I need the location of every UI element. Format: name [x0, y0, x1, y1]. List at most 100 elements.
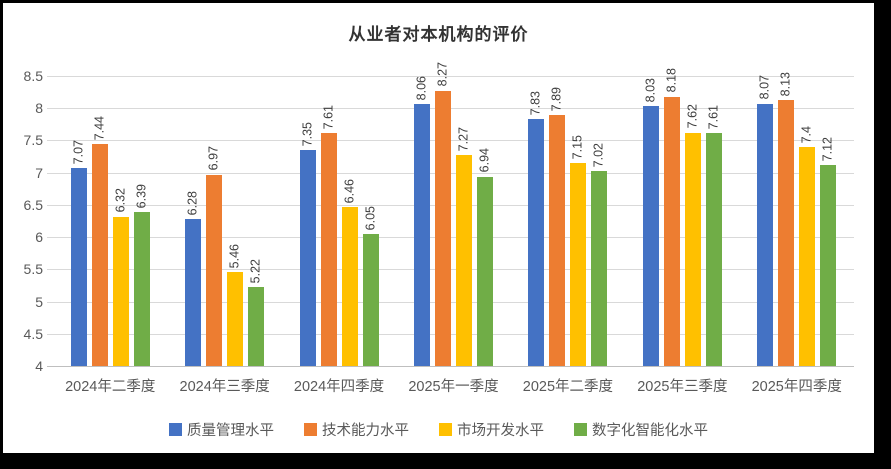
- y-tick-label: 5.5: [23, 261, 43, 278]
- bar-value-label: 6.46: [342, 179, 357, 204]
- bar: 7.83: [528, 91, 545, 366]
- category-group: 8.06 8.27 7.27 6.94: [396, 62, 510, 366]
- y-tick-label: 7.5: [23, 132, 43, 149]
- bar-value-label: 6.28: [185, 190, 200, 216]
- bar-value-label: 6.05: [363, 205, 378, 230]
- bar: 6.94: [476, 148, 493, 366]
- bar-value-label: 7.07: [71, 139, 86, 165]
- bar-value-label: 5.46: [227, 243, 242, 268]
- x-axis-label: 2025年一季度: [408, 379, 499, 395]
- x-axis-label: 2025年三季度: [637, 379, 728, 395]
- bar: 7.61: [320, 105, 337, 366]
- legend-item: 技术能力水平: [304, 419, 409, 440]
- y-tick-label: 6.5: [23, 196, 43, 213]
- bars-layer: 7.07 7.44 6.32 6.39 6.28 6.97 5.46 5.22 7.35 7.61…: [53, 62, 854, 366]
- bar-value-label: 7.02: [591, 143, 606, 168]
- bar-value-label: 7.35: [300, 121, 315, 147]
- bar: 6.46: [341, 179, 358, 366]
- y-tick-label: 8: [35, 100, 43, 117]
- bar: 8.07: [757, 75, 774, 366]
- y-tick-label: 6: [35, 229, 43, 246]
- y-axis: 8.5 8 7.5 7 6.5 6 5.5 5 4.5 4: [3, 68, 43, 374]
- bar: 6.97: [206, 146, 223, 366]
- bar-value-label: 7.27: [456, 126, 471, 152]
- legend-swatch-icon: [574, 423, 587, 436]
- x-axis-label: 2025年二季度: [522, 379, 614, 395]
- bar-value-label: 7.4: [799, 125, 814, 143]
- legend-label: 质量管理水平: [187, 423, 274, 439]
- bar: 7.89: [549, 87, 566, 366]
- bar-value-label: 6.97: [206, 146, 221, 171]
- chart-title: 从业者对本机构的评价: [348, 25, 529, 44]
- y-tick-label: 4.5: [23, 325, 43, 342]
- legend-swatch-icon: [304, 423, 317, 436]
- bar: 6.32: [112, 188, 129, 366]
- bar-value-label: 7.44: [92, 115, 107, 141]
- bar-value-label: 8.27: [435, 62, 450, 87]
- bar: 7.62: [684, 104, 701, 366]
- bar: 8.18: [663, 68, 680, 366]
- x-axis-label: 2025年四季度: [751, 379, 842, 395]
- bar: 7.35: [299, 122, 316, 366]
- bar-value-label: 8.06: [414, 76, 429, 101]
- bar: 7.44: [91, 116, 108, 366]
- legend-swatch-icon: [169, 423, 182, 436]
- bar-value-label: 6.39: [134, 183, 149, 208]
- legend-label: 数字化智能化水平: [592, 423, 708, 439]
- bar: 6.28: [185, 191, 202, 366]
- y-tick-label: 5: [35, 293, 43, 310]
- bar: 7.12: [820, 137, 837, 366]
- x-axis-label: 2024年二季度: [65, 379, 156, 395]
- y-tick-label: 8.5: [23, 68, 43, 84]
- bar: 7.02: [591, 143, 608, 366]
- bar-value-label: 8.18: [664, 68, 679, 93]
- bar-value-label: 8.07: [757, 75, 772, 100]
- category-group: 7.83 7.89 7.15 7.02: [511, 76, 625, 366]
- bar: 5.22: [248, 259, 265, 366]
- legend-item: 市场开发水平: [439, 419, 544, 440]
- gridline: [47, 366, 854, 367]
- legend: 质量管理水平 技术能力水平 市场开发水平 数字化智能化水平: [3, 419, 874, 440]
- legend-label: 技术能力水平: [322, 423, 409, 439]
- gridline: [47, 76, 854, 77]
- bar: 7.27: [455, 127, 472, 366]
- bar-value-label: 5.22: [248, 259, 263, 284]
- bar-value-label: 7.83: [528, 90, 543, 116]
- bar-value-label: 8.03: [643, 77, 658, 103]
- bar: 8.13: [778, 72, 795, 366]
- bar-value-label: 7.61: [321, 105, 336, 130]
- category-group: 8.07 8.13 7.4 7.12: [740, 72, 854, 366]
- bar: 8.06: [413, 76, 430, 366]
- bar-value-label: 7.62: [685, 104, 700, 129]
- bar: 7.4: [799, 126, 816, 366]
- bar-value-label: 7.15: [570, 134, 585, 159]
- bar-value-label: 8.13: [778, 71, 793, 96]
- legend-item: 质量管理水平: [169, 419, 274, 440]
- category-group: 8.03 8.18 7.62 7.61: [625, 68, 739, 366]
- bar: 6.39: [133, 184, 150, 366]
- bar: 8.27: [434, 62, 451, 366]
- bar: 6.05: [362, 206, 379, 366]
- bar: 8.03: [642, 78, 659, 366]
- bar-value-label: 7.12: [820, 136, 835, 161]
- legend-label: 市场开发水平: [457, 423, 544, 439]
- chart-canvas: 从业者对本机构的评价 8.5 8 7.5 7 6.5 6 5.5 5 4.5 4 7.07 7.44…: [3, 3, 874, 453]
- bar-value-label: 6.32: [113, 188, 128, 213]
- plot-area: 7.07 7.44 6.32 6.39 6.28 6.97 5.46 5.22 7.35 7.61…: [47, 62, 854, 367]
- bar: 7.61: [705, 105, 722, 366]
- x-axis-label: 2024年三季度: [179, 379, 270, 395]
- bar-value-label: 6.94: [477, 148, 492, 173]
- bar: 7.15: [570, 135, 587, 366]
- category-group: 6.28 6.97 5.46 5.22: [167, 76, 281, 366]
- x-axis: 2024年二季度 2024年三季度 2024年四季度 2025年一季度 2025年二季度…: [53, 375, 854, 396]
- bar: 7.07: [70, 140, 87, 366]
- bar-value-label: 7.61: [706, 105, 721, 130]
- y-tick-label: 4: [35, 358, 43, 374]
- bar: 5.46: [227, 244, 244, 366]
- category-group: 7.07 7.44 6.32 6.39: [53, 76, 167, 366]
- y-tick-label: 7: [35, 164, 43, 181]
- category-group: 7.35 7.61 6.46 6.05: [282, 76, 396, 366]
- x-axis-label: 2024年四季度: [293, 379, 385, 395]
- legend-item: 数字化智能化水平: [574, 419, 708, 440]
